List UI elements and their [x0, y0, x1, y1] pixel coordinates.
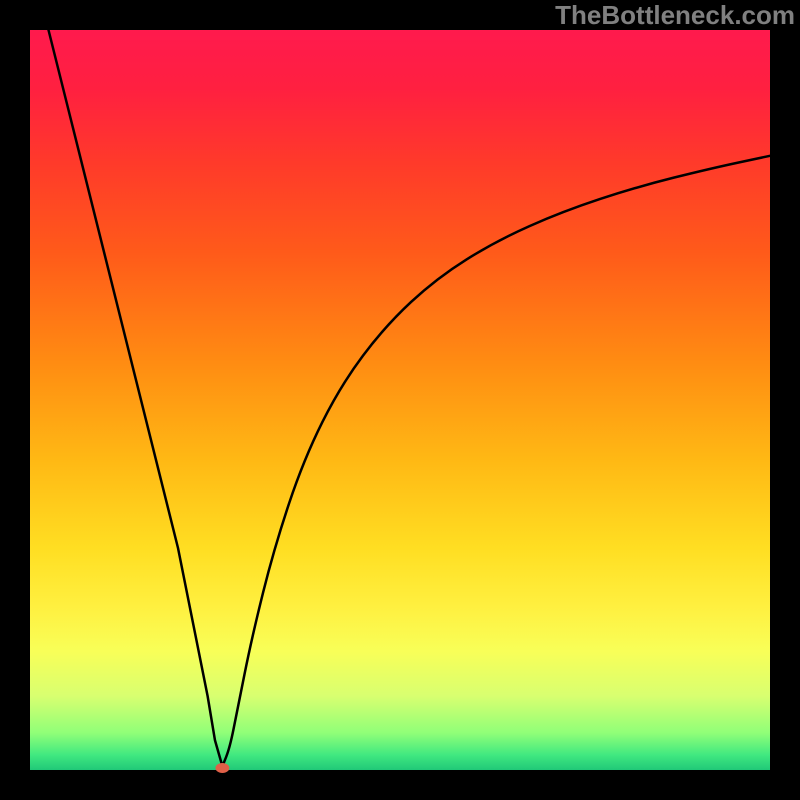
minimum-marker [215, 763, 229, 773]
bottleneck-chart [0, 0, 800, 800]
watermark: TheBottleneck.com [555, 0, 795, 31]
